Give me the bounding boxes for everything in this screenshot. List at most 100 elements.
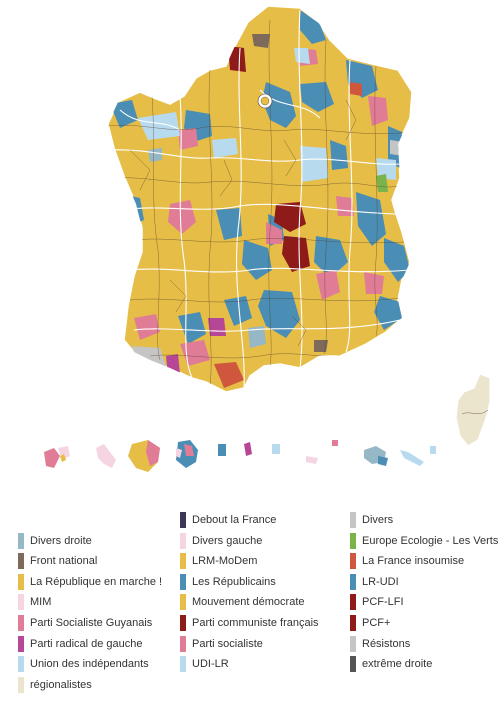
region-udi (300, 146, 328, 182)
legend-divers: Divers (350, 512, 393, 528)
legend-divers-gauche: Divers gauche (180, 533, 262, 549)
region-pcf (274, 202, 306, 232)
legend-label: Front national (30, 555, 98, 567)
region-lr (300, 10, 326, 44)
constituency-borders (108, 19, 411, 387)
legend-udi-lr: UDI-LR (180, 656, 229, 672)
legend-divers-droite: Divers droite (18, 533, 92, 549)
legend-label: extrême droite (362, 658, 433, 670)
region-lr (314, 236, 348, 278)
overseas-spm (244, 442, 252, 456)
legend-label: Union des indépendants (30, 658, 149, 670)
region-lr (258, 290, 300, 338)
legend-swatch (18, 656, 24, 672)
legend-swatch (350, 512, 356, 528)
region-ps (336, 196, 354, 216)
legend-resistons: Résistons (350, 636, 410, 652)
overseas-newcaledonia (364, 446, 388, 466)
legend-swatch (18, 677, 24, 693)
legend-prg: Parti radical de gauche (18, 636, 143, 652)
legend-label: Divers (362, 514, 394, 526)
legend-label: Debout la France (192, 514, 277, 526)
legend-europe-ecologie: Europe Ecologie - Les Verts (350, 533, 498, 549)
legend-swatch (180, 533, 186, 549)
legend-pcf-plus: PCF+ (350, 615, 390, 631)
region-lr (216, 208, 242, 240)
legend-swatch (18, 594, 24, 610)
region-ps (164, 40, 190, 68)
legend-swatch (350, 615, 356, 631)
region-ps (368, 96, 388, 126)
legend-label: Mouvement démocrate (192, 596, 305, 608)
legend-swatch (180, 636, 186, 652)
legend-swatch (18, 574, 24, 590)
region-fn (252, 34, 270, 48)
legend-swatch (180, 512, 186, 528)
legend-label: Divers droite (30, 535, 92, 547)
legend-label: Parti radical de gauche (30, 638, 143, 650)
legend-parti-socialiste: Parti socialiste (180, 636, 263, 652)
legend-swatch (350, 656, 356, 672)
region-fi (350, 82, 362, 96)
region-pcf (228, 46, 246, 72)
legend-france-insoumise: La France insoumise (350, 553, 464, 569)
legend-lr-udi: LR-UDI (350, 574, 399, 590)
legend-label: La République en marche ! (30, 576, 163, 588)
legend-swatch (180, 656, 186, 672)
overseas-caledonia-east (400, 450, 424, 466)
legend-label: PCF-LFI (362, 596, 404, 608)
legend-label: UDI-LR (192, 658, 229, 670)
region-fi (214, 362, 244, 388)
overseas-other (430, 446, 436, 454)
region-divers (390, 140, 404, 156)
legend-ps-guyanais: Parti Socialiste Guyanais (18, 615, 152, 631)
legend-debout-la-france: Debout la France (180, 512, 276, 528)
legend-lrm-modem: LRM-MoDem (180, 553, 257, 569)
overseas-guyane (128, 440, 160, 472)
legend-union-independants: Union des indépendants (18, 656, 149, 672)
legend-swatch (180, 615, 186, 631)
overseas-stbarth (332, 440, 338, 446)
region-borders (108, 9, 411, 389)
legend-label: Les Républicains (192, 576, 276, 588)
overseas-martinique (96, 444, 116, 468)
france-constituencies-map (44, 5, 491, 472)
region-udi (138, 112, 180, 140)
legend-label: MIM (30, 596, 52, 608)
overseas-wallis (272, 444, 280, 454)
legend-pcf-lfi: PCF-LFI (350, 594, 404, 610)
region-lr (330, 140, 348, 170)
region-ps (364, 272, 384, 294)
legend-label: PCF+ (362, 617, 391, 629)
legend-swatch (18, 533, 24, 549)
overseas-polynesia (306, 456, 318, 464)
legend-regionalistes: régionalistes (18, 677, 92, 693)
region-lr (224, 296, 252, 326)
legend: Debout la France Divers Divers droite Diver… (0, 506, 500, 704)
legend-swatch (180, 553, 186, 569)
region-divers-droite (248, 326, 266, 348)
legend-front-national: Front national (18, 553, 97, 569)
overseas-mayotte (218, 444, 226, 456)
legend-swatch (350, 553, 356, 569)
region-prg (166, 354, 180, 376)
legend-swatch (18, 615, 24, 631)
region-fn (314, 340, 328, 352)
region-ps (316, 270, 340, 300)
region-prg (208, 318, 226, 336)
legend-swatch (350, 533, 356, 549)
legend-label: Parti Socialiste Guyanais (30, 617, 153, 629)
legend-label: LR-UDI (362, 576, 399, 588)
legend-label: LRM-MoDem (192, 555, 258, 567)
region-eelv (376, 174, 388, 192)
legend-label: Divers gauche (192, 535, 263, 547)
region-udi (294, 48, 310, 64)
paris-area (257, 93, 273, 109)
mainland-france (107, 5, 413, 393)
overseas-territories (44, 440, 436, 472)
region-udi (212, 138, 238, 158)
region-lr (178, 312, 206, 344)
legend-label: Europe Ecologie - Les Verts (362, 535, 499, 547)
legend-les-republicains: Les Républicains (180, 574, 276, 590)
region-lr (356, 192, 386, 246)
